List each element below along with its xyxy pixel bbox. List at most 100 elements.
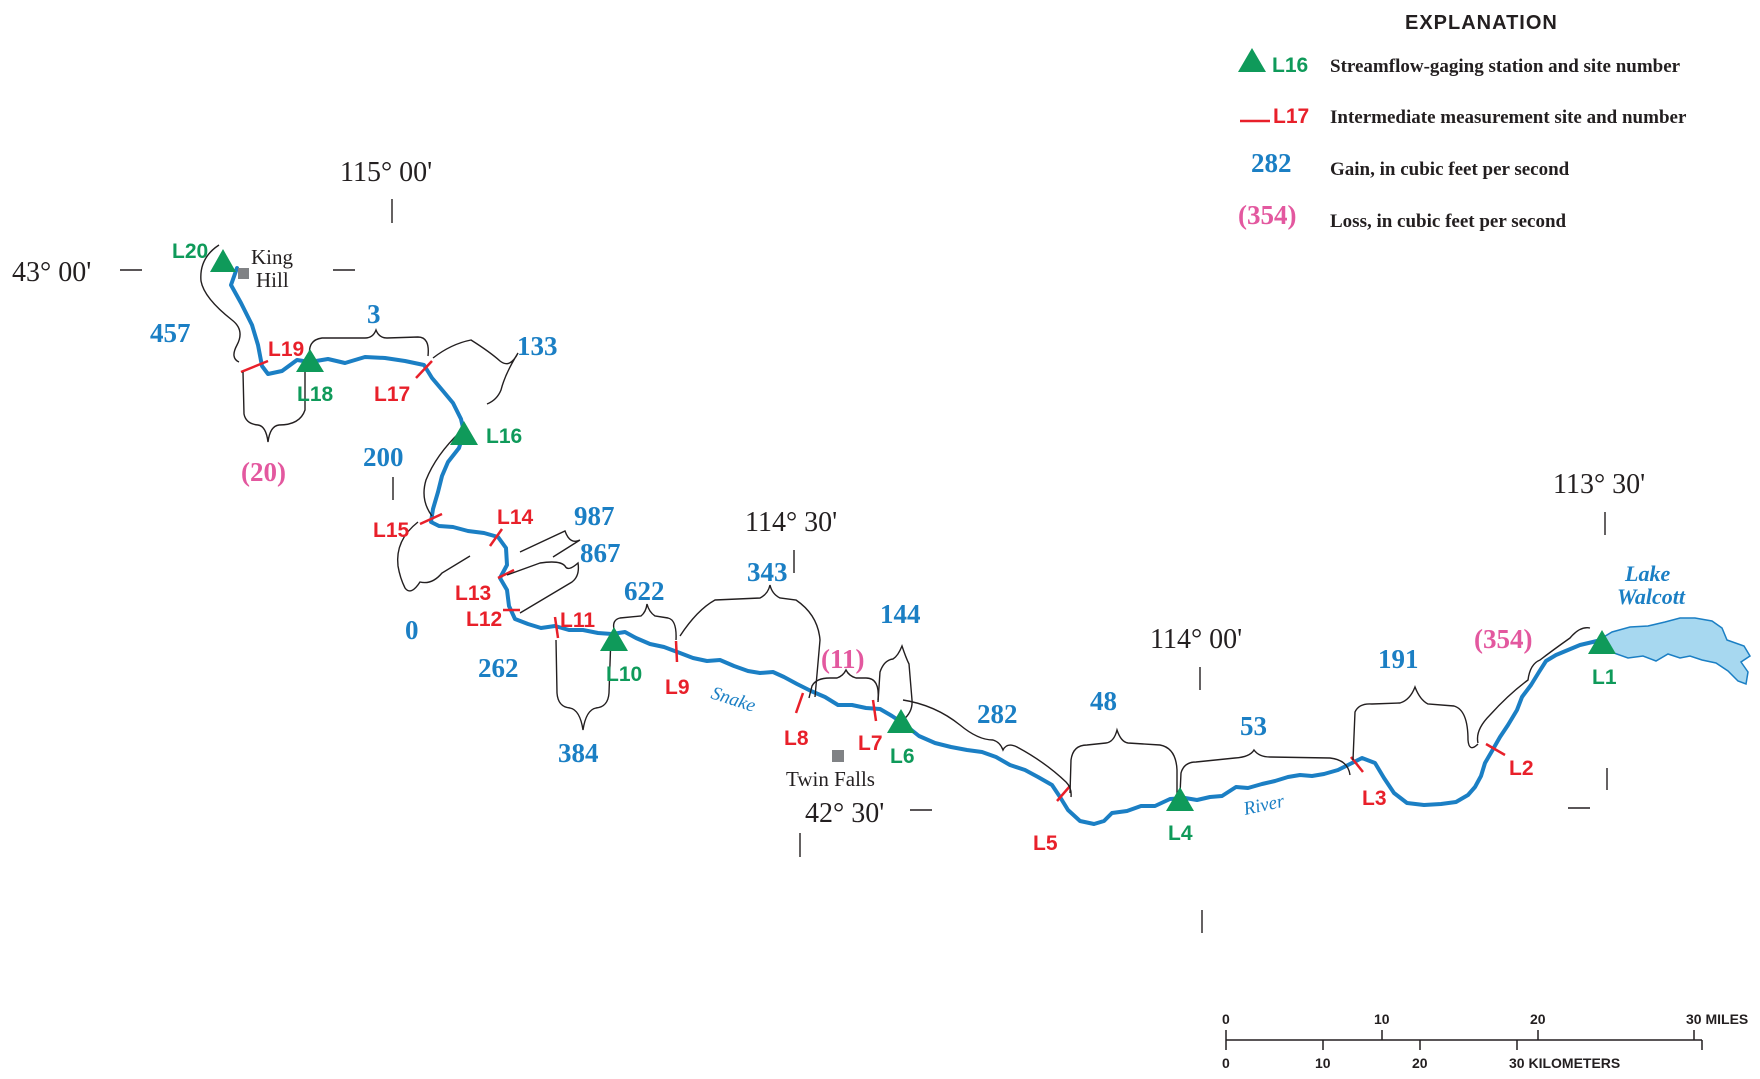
tick-l9	[674, 640, 679, 663]
loss-11: (11)	[821, 644, 865, 674]
gain-labels: 457 3 133 200 987 867 0 262 622 343 384 …	[150, 299, 1419, 768]
explanation-legend: EXPLANATION L16 Streamflow-gaging statio…	[1238, 12, 1687, 232]
bracket-354	[1476, 627, 1591, 744]
bracket-200	[423, 431, 461, 517]
bracket-11	[808, 668, 879, 701]
lake-label-2: Walcott	[1617, 584, 1686, 609]
scale-mi-30: 30 MILES	[1686, 1011, 1748, 1027]
tick-l8	[794, 692, 805, 714]
site-label-l5: L5	[1033, 832, 1058, 855]
bracket-384	[555, 634, 612, 731]
bracket-457	[200, 244, 241, 363]
bracket-0	[396, 521, 471, 592]
site-label-l13: L13	[455, 582, 491, 605]
legend-station-symbol	[1238, 48, 1266, 72]
station-label-l10: L10	[606, 663, 642, 686]
station-marker-l10	[600, 627, 628, 651]
lake-label-1: Lake	[1624, 561, 1670, 586]
gain-144: 144	[880, 599, 921, 629]
site-label-l11: L11	[560, 609, 595, 632]
label-lat-42-30: 42° 30'	[805, 798, 884, 829]
station-label-l16: L16	[486, 425, 522, 448]
gain-622: 622	[624, 576, 665, 606]
gaging-station-labels: L20 L18 L16 L10 L6 L4 L1	[172, 240, 1617, 845]
label-lat-43: 43° 00'	[12, 257, 91, 288]
river-label-snake: Snake	[708, 683, 758, 717]
station-label-l6: L6	[890, 745, 915, 768]
legend-measurement-label: L17	[1273, 105, 1309, 128]
gain-3: 3	[367, 299, 381, 329]
bracket-622	[612, 603, 677, 641]
coordinate-labels: 115° 00' 43° 00' 114° 30' 42° 30' 114° 0…	[12, 157, 1645, 829]
tick-l11	[553, 616, 560, 639]
station-label-l4: L4	[1168, 822, 1193, 845]
station-marker-l1	[1588, 630, 1616, 654]
bracket-987	[519, 530, 581, 558]
legend-loss-label: (354)	[1238, 200, 1296, 230]
site-label-l8: L8	[784, 727, 809, 750]
king-hill-label-1: King	[251, 245, 294, 269]
gain-0: 0	[405, 615, 419, 645]
legend-gain-text: Gain, in cubic feet per second	[1330, 159, 1570, 180]
loss-354: (354)	[1474, 624, 1532, 654]
site-label-l9: L9	[665, 676, 690, 699]
station-label-l18: L18	[297, 383, 334, 406]
tick-l7	[871, 699, 878, 722]
station-marker-l16	[450, 421, 478, 445]
graticule-ticks	[120, 199, 1608, 933]
measurement-site-labels: L19 L17 L15 L14 L13 L12 L11 L9 L8 L7 L5 …	[268, 338, 1534, 855]
station-marker-l4	[1166, 787, 1194, 811]
bracket-191	[1352, 685, 1479, 761]
station-marker-l6	[887, 709, 915, 733]
station-marker-l20	[210, 249, 236, 272]
gain-200: 200	[363, 442, 404, 472]
scale-km-30: 30 KILOMETERS	[1509, 1055, 1620, 1071]
tick-l5	[1056, 785, 1071, 802]
label-lon-113-30: 113° 30'	[1553, 469, 1645, 500]
site-label-l15: L15	[373, 519, 410, 542]
gain-133: 133	[517, 331, 558, 361]
scale-km-10: 10	[1315, 1055, 1331, 1071]
legend-measurement-text: Intermediate measurement site and number	[1330, 107, 1687, 128]
legend-gain-label: 282	[1251, 148, 1292, 178]
bracket-48	[1069, 727, 1178, 797]
gain-987: 987	[574, 501, 615, 531]
site-label-l17: L17	[374, 383, 410, 406]
gain-48: 48	[1090, 686, 1117, 716]
site-label-l19: L19	[268, 338, 304, 361]
scale-bar: 0 10 20 30 MILES 0 10 20 30 KILOMETERS	[1222, 1011, 1748, 1071]
gain-457: 457	[150, 318, 191, 348]
legend-loss-text: Loss, in cubic feet per second	[1330, 211, 1567, 232]
label-lon-114-30: 114° 30'	[745, 507, 837, 538]
bracket-20	[242, 369, 306, 443]
site-label-l12: L12	[466, 608, 502, 631]
station-label-l20: L20	[172, 240, 208, 263]
twin-falls-label: Twin Falls	[786, 767, 875, 791]
towns: King Hill Twin Falls	[238, 245, 875, 791]
legend-station-text: Streamflow-gaging station and site numbe…	[1330, 56, 1681, 77]
site-label-l7: L7	[858, 732, 883, 755]
gain-262: 262	[478, 653, 519, 683]
segment-brackets	[200, 244, 1591, 798]
scale-km-0: 0	[1222, 1055, 1230, 1071]
tick-l14	[488, 528, 504, 547]
label-lon-115: 115° 00'	[340, 157, 432, 188]
gain-867: 867	[580, 538, 621, 568]
tick-l17	[415, 360, 433, 379]
station-marker-l18	[296, 349, 324, 372]
loss-labels: (20) (11) (354)	[241, 457, 1532, 674]
legend-station-label: L16	[1272, 54, 1308, 77]
gain-191: 191	[1378, 644, 1419, 674]
scale-mi-20: 20	[1530, 1011, 1546, 1027]
site-label-l3: L3	[1362, 787, 1387, 810]
gaging-station-markers	[210, 249, 1616, 811]
king-hill-label-2: Hill	[256, 268, 289, 292]
bracket-144	[877, 643, 913, 721]
site-label-l2: L2	[1509, 757, 1534, 780]
gain-53: 53	[1240, 711, 1267, 741]
lake-walcott	[1596, 617, 1752, 686]
scale-mi-0: 0	[1222, 1011, 1230, 1027]
bracket-867	[506, 561, 580, 614]
bracket-133	[432, 339, 519, 405]
king-hill-marker	[238, 268, 249, 279]
